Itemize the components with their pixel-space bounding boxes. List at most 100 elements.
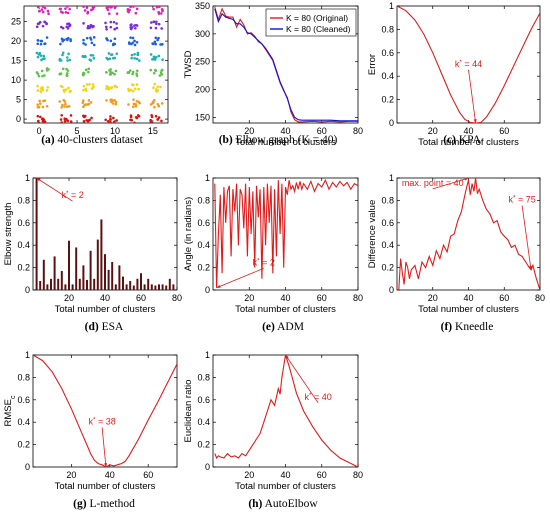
- scatter-point: [36, 89, 40, 92]
- scatter-point: [154, 114, 158, 118]
- y-tick-label: 0.6: [17, 395, 30, 405]
- x-tick-label: 20: [428, 126, 438, 136]
- bar: [132, 285, 135, 290]
- bar: [93, 278, 96, 290]
- bar: [78, 278, 81, 290]
- scatter-point: [104, 118, 107, 122]
- scatter-point: [152, 86, 155, 90]
- scatter-point: [63, 119, 67, 123]
- y-tick-label: 0.4: [381, 71, 394, 81]
- y-tick-label: 0.6: [17, 218, 30, 228]
- scatter-point: [60, 25, 63, 29]
- scatter-point: [152, 55, 156, 59]
- scatter-point: [58, 7, 62, 11]
- scatter-point: [156, 85, 159, 88]
- scatter-point: [36, 114, 40, 118]
- scatter-point: [65, 105, 69, 109]
- scatter-point: [113, 37, 117, 41]
- x-tick-label: 40: [105, 470, 115, 480]
- panel-caption: (g) L-method: [73, 498, 135, 510]
- y-tick-label: 15: [11, 56, 21, 66]
- scatter-point: [87, 70, 90, 74]
- scatter-point: [111, 102, 115, 105]
- scatter-point: [36, 105, 40, 109]
- y-axis-label: Euclidean ratio: [183, 380, 194, 443]
- scatter-point: [106, 8, 110, 12]
- scatter-point: [131, 83, 135, 87]
- scatter-point: [129, 23, 133, 27]
- scatter-point: [135, 69, 139, 73]
- y-axis-label: TWSD: [183, 50, 194, 78]
- scatter-point: [154, 26, 158, 30]
- scatter-point: [130, 56, 133, 60]
- x-tick-label: 40: [463, 126, 473, 136]
- scatter-point: [113, 27, 116, 31]
- y-tick-label: 0.8: [17, 195, 30, 205]
- scatter-point: [160, 7, 164, 11]
- panel-d: 20 40 60 80 0 0.2 0.4 0.6 0.8 1 Total number of cl…: [3, 173, 182, 333]
- scatter-point: [47, 12, 50, 16]
- scatter-point: [153, 82, 157, 86]
- scatter-point: [41, 24, 45, 28]
- plot-area: [214, 6, 358, 123]
- annotation-arrow: [521, 205, 532, 270]
- bar: [140, 273, 142, 290]
- scatter-point: [109, 20, 113, 24]
- scatter-point: [84, 89, 88, 92]
- scatter-point: [153, 40, 157, 44]
- annotation-label: k* = 75: [508, 194, 535, 205]
- scatter-point: [64, 102, 67, 106]
- scatter-point: [82, 105, 85, 109]
- scatter-point: [128, 69, 132, 72]
- scatter-point: [126, 9, 130, 13]
- scatter-point: [45, 67, 49, 70]
- scatter-point: [38, 102, 42, 105]
- scatter-point: [46, 86, 50, 89]
- panel-caption: (c) KPA: [443, 134, 481, 146]
- scatter-point: [84, 68, 88, 72]
- scatter-point: [65, 73, 69, 77]
- annotation-label: k* = 2: [253, 257, 275, 268]
- scatter-point: [82, 42, 85, 45]
- scatter-point: [153, 105, 156, 109]
- x-tick-label: 40: [280, 126, 290, 136]
- bar: [154, 285, 157, 290]
- scatter-point: [60, 37, 64, 41]
- bar: [50, 278, 52, 290]
- scatter-point: [59, 10, 63, 14]
- scatter-point: [84, 55, 87, 59]
- y-tick-label: 10: [11, 75, 21, 85]
- scatter-point: [134, 26, 137, 30]
- x-tick-label: 40: [100, 293, 110, 303]
- bar: [125, 284, 128, 290]
- scatter-point: [134, 104, 138, 108]
- scatter-point: [111, 99, 115, 103]
- plot-area: [35, 178, 175, 290]
- bar: [129, 281, 132, 290]
- y-tick-label: 1: [205, 350, 210, 360]
- scatter-point: [66, 119, 70, 123]
- scatter-point: [37, 9, 41, 13]
- scatter-point: [152, 99, 156, 102]
- scatter-point: [66, 6, 69, 8]
- scatter-point: [109, 68, 112, 71]
- x-tick-label: 80: [353, 126, 363, 136]
- scatter-point: [67, 105, 71, 108]
- x-tick-label: 60: [317, 293, 327, 303]
- scatter-point: [36, 72, 40, 76]
- scatter-point: [63, 105, 66, 108]
- panel-f: 20 40 60 80 0 0.2 0.4 0.6 0.8 1 Total number of cl…: [367, 173, 545, 333]
- scatter-point: [156, 38, 159, 42]
- scatter-point: [158, 6, 161, 9]
- x-axis-label: Total number of clusters: [55, 481, 156, 492]
- x-tick-label: 80: [353, 293, 363, 303]
- scatter-point: [151, 57, 154, 61]
- plot-area: [33, 355, 177, 467]
- bar: [150, 284, 153, 290]
- bar: [100, 219, 103, 290]
- annotation-arrow: [101, 427, 107, 468]
- y-tick-label: 0.6: [197, 218, 210, 228]
- scatter-point: [133, 39, 136, 43]
- bar: [42, 259, 45, 290]
- y-axis-label: Difference value: [367, 200, 378, 268]
